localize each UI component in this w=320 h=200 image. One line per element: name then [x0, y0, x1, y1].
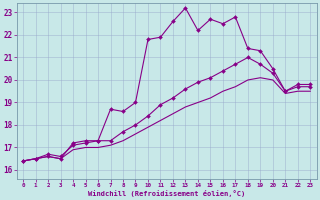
X-axis label: Windchill (Refroidissement éolien,°C): Windchill (Refroidissement éolien,°C): [88, 190, 245, 197]
